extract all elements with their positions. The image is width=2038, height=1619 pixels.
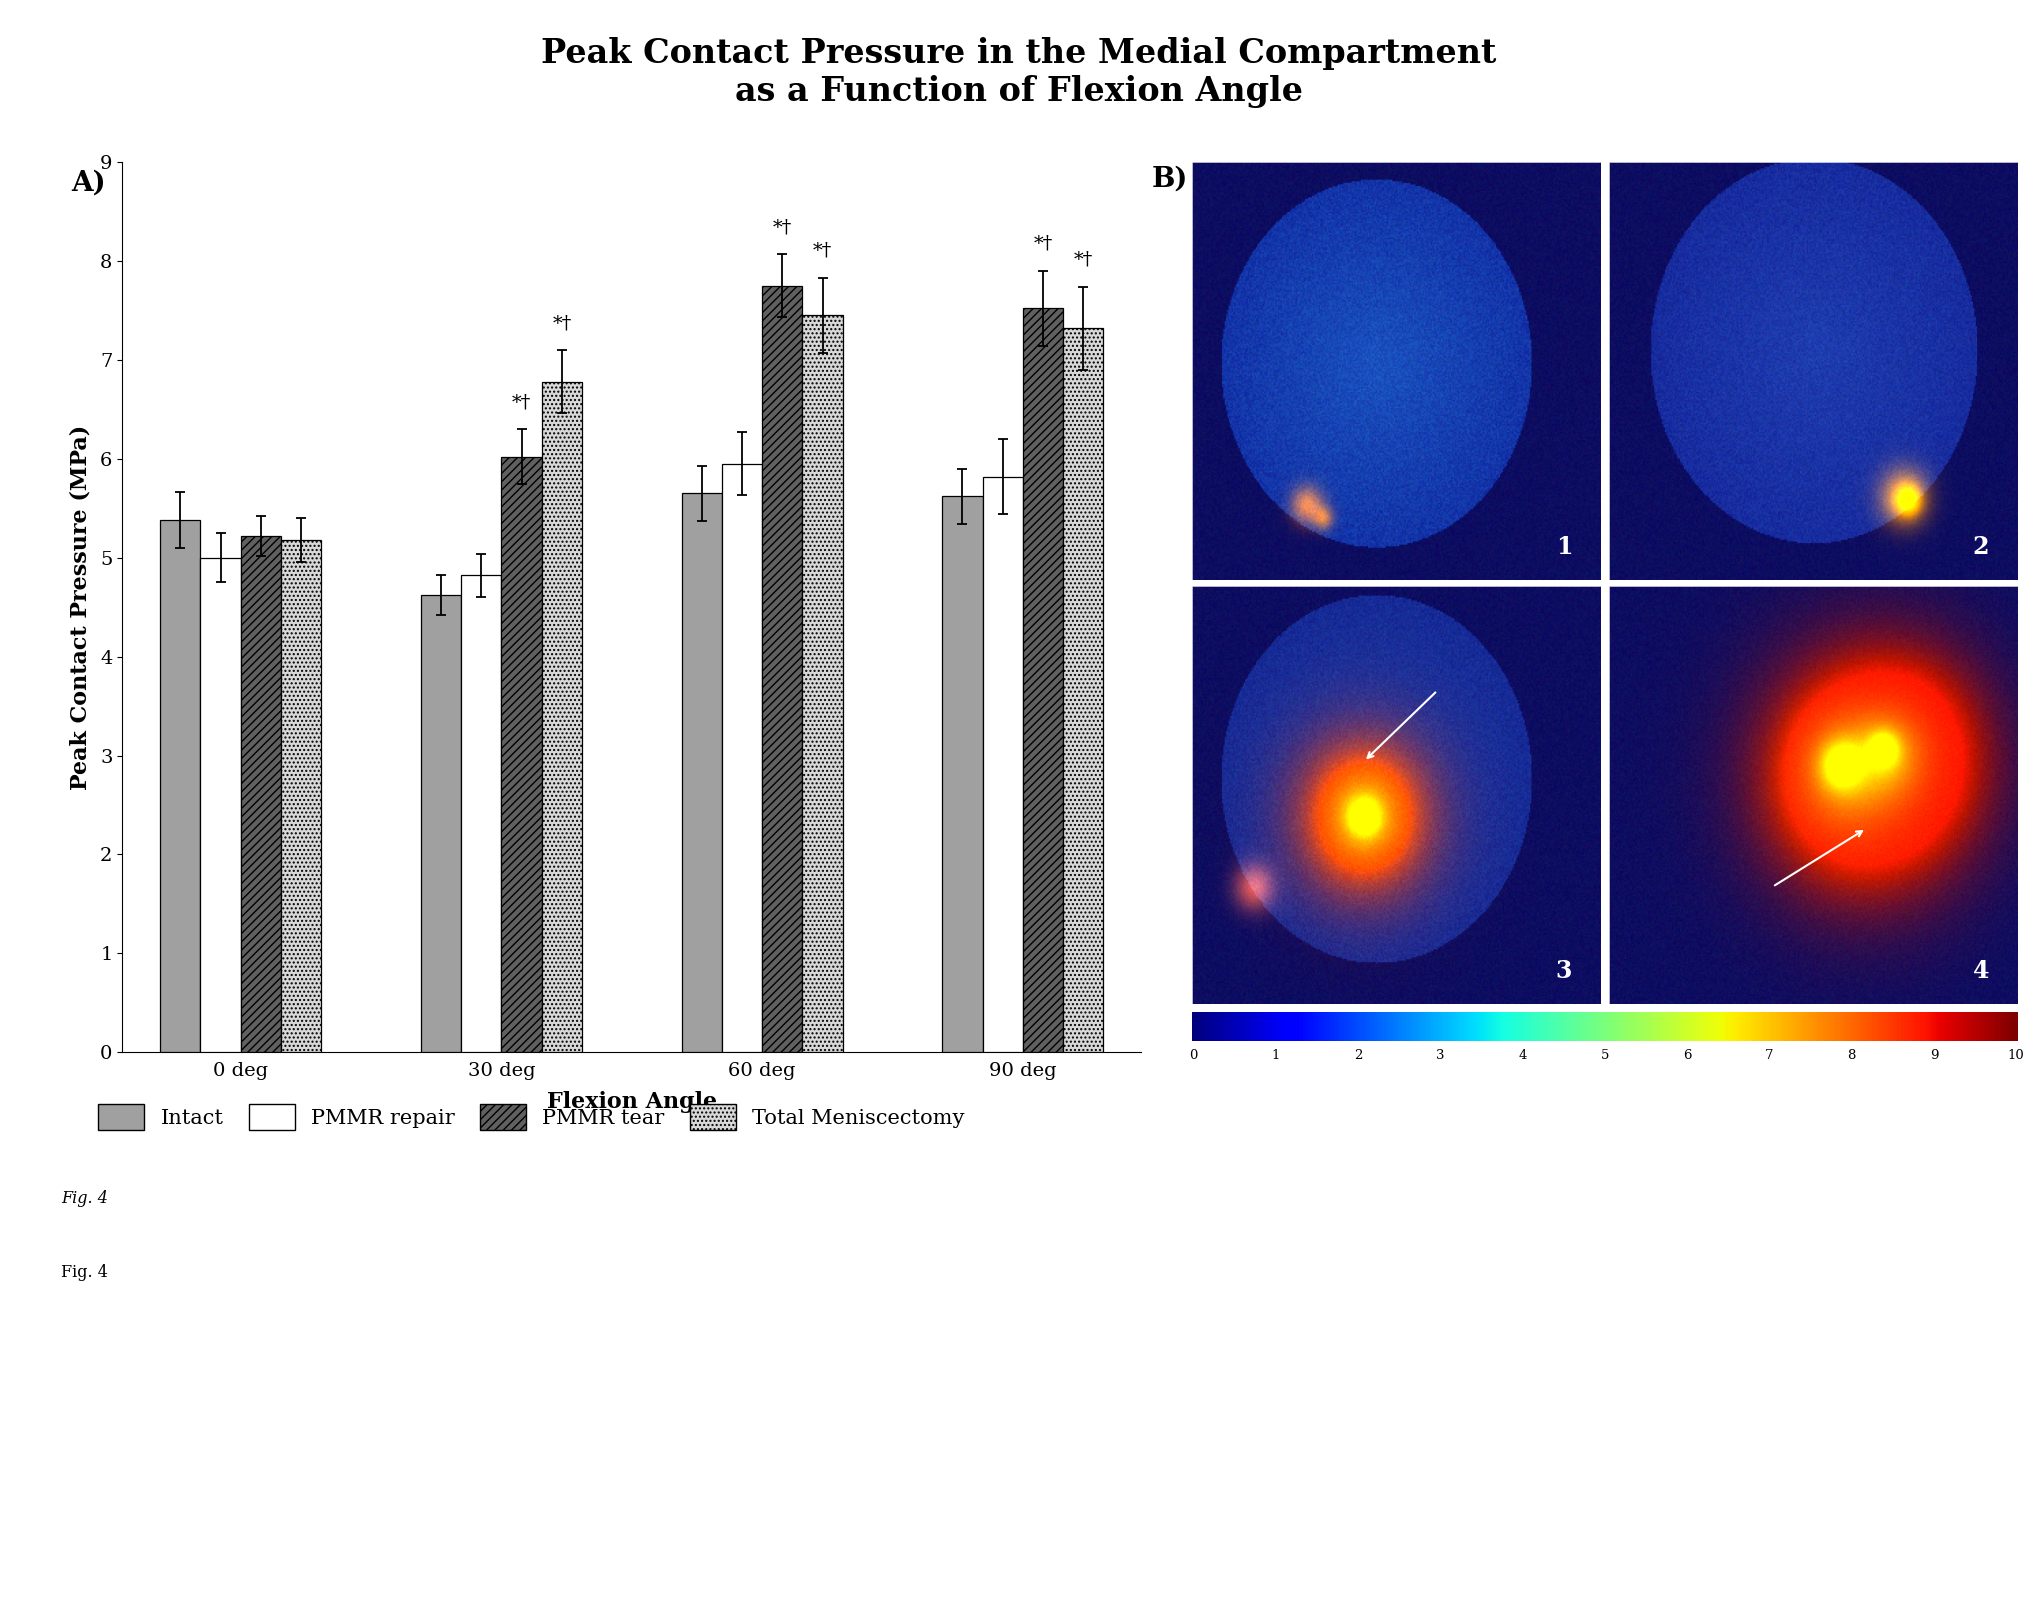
Text: 1: 1 bbox=[1555, 534, 1571, 559]
Text: *†: *† bbox=[813, 241, 832, 261]
Bar bbox=[803, 316, 842, 1052]
Text: *†: *† bbox=[512, 393, 532, 411]
Text: *†: *† bbox=[772, 219, 793, 236]
Text: *†: *† bbox=[1033, 235, 1052, 253]
Bar bbox=[461, 575, 501, 1052]
Text: Fig. 4: Fig. 4 bbox=[61, 1190, 108, 1208]
Bar bbox=[200, 557, 240, 1052]
Bar bbox=[982, 476, 1023, 1052]
X-axis label: Flexion Angle: Flexion Angle bbox=[546, 1091, 717, 1114]
Bar bbox=[942, 497, 982, 1052]
Text: *†: *† bbox=[552, 314, 571, 332]
Bar bbox=[542, 382, 583, 1052]
Bar bbox=[721, 463, 762, 1052]
Bar bbox=[240, 536, 281, 1052]
Y-axis label: Peak Contact Pressure (MPa): Peak Contact Pressure (MPa) bbox=[69, 424, 92, 790]
Bar bbox=[1064, 329, 1103, 1052]
Bar bbox=[501, 457, 542, 1052]
Bar bbox=[1023, 308, 1064, 1052]
Text: A): A) bbox=[71, 170, 106, 198]
Text: 3: 3 bbox=[1555, 958, 1571, 983]
Bar bbox=[281, 539, 322, 1052]
Text: 2: 2 bbox=[1973, 534, 1989, 559]
Bar bbox=[161, 520, 200, 1052]
Bar bbox=[422, 596, 461, 1052]
Text: B): B) bbox=[1151, 165, 1188, 193]
Bar bbox=[681, 494, 721, 1052]
Legend: Intact, PMMR repair, PMMR tear, Total Meniscectomy: Intact, PMMR repair, PMMR tear, Total Me… bbox=[92, 1098, 970, 1137]
Bar bbox=[762, 285, 803, 1052]
Text: *†: *† bbox=[1074, 251, 1092, 269]
Text: Peak Contact Pressure in the Medial Compartment
as a Function of Flexion Angle: Peak Contact Pressure in the Medial Comp… bbox=[542, 37, 1496, 108]
Text: 4: 4 bbox=[1973, 958, 1989, 983]
Text: Fig. 4: Fig. 4 bbox=[61, 1264, 108, 1281]
